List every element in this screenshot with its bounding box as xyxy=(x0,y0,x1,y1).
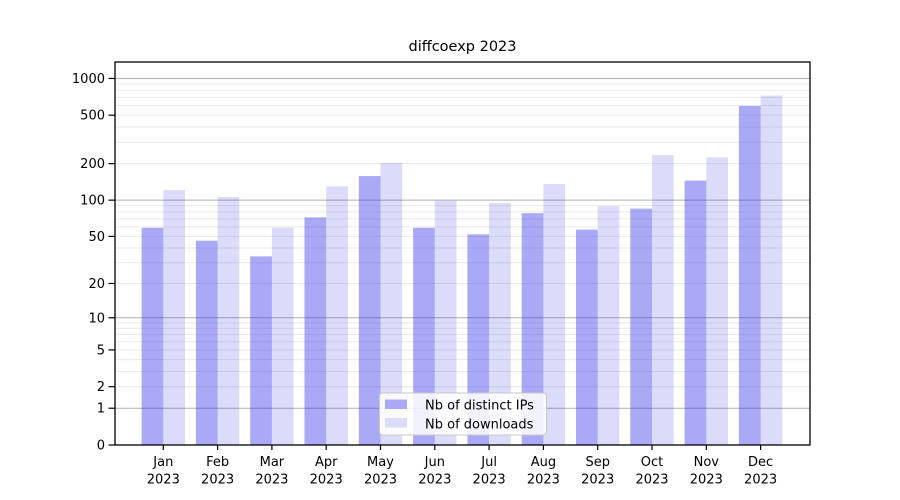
bar-distinct-ips xyxy=(141,227,164,445)
bar-distinct-ips xyxy=(413,227,435,445)
bar-downloads xyxy=(217,197,240,445)
chart-title: diffcoexp 2023 xyxy=(408,39,516,55)
x-tick-label-year: 2023 xyxy=(255,473,288,488)
y-tick-label: 2 xyxy=(97,380,105,395)
bar-downloads xyxy=(271,227,294,445)
bar-downloads xyxy=(597,206,620,445)
bar-downloads xyxy=(326,186,348,446)
bar-downloads xyxy=(489,202,511,445)
y-tick-label: 500 xyxy=(80,109,105,124)
legend-box xyxy=(379,392,547,436)
x-tick-label-year: 2023 xyxy=(364,473,397,488)
x-tick-label-year: 2023 xyxy=(690,473,723,488)
x-tick-label-month: Aug xyxy=(531,455,556,470)
y-tick-label: 20 xyxy=(88,277,105,292)
bar-distinct-ips xyxy=(195,240,218,445)
x-tick-label-month: Sep xyxy=(585,455,610,470)
y-tick-label: 1000 xyxy=(72,72,105,87)
x-tick-label-month: Mar xyxy=(260,455,285,470)
y-tick-label: 1 xyxy=(97,402,105,417)
legend-label-distinct-ips: Nb of distinct IPs xyxy=(425,399,534,414)
bars xyxy=(141,95,783,446)
axis-ticks: 0 1 2 5 10 20 50 100 200 500 1000 Jan 2023 Feb 2023 Mar… xyxy=(72,72,777,488)
bar-distinct-ips xyxy=(630,208,652,445)
x-tick-label-year: 2023 xyxy=(744,473,777,488)
bar-distinct-ips xyxy=(576,229,598,445)
x-tick-label-month: Jun xyxy=(424,455,445,470)
y-tick-label: 100 xyxy=(80,194,105,209)
y-tick-label: 5 xyxy=(97,343,105,358)
plot-frame xyxy=(114,61,811,446)
x-tick-label-year: 2023 xyxy=(147,473,180,488)
axes-frame xyxy=(114,61,811,446)
x-tick-label-year: 2023 xyxy=(310,473,343,488)
legend-label-downloads: Nb of downloads xyxy=(425,418,534,433)
x-tick-label-month: Oct xyxy=(641,455,663,470)
bar-downloads xyxy=(434,200,457,445)
x-tick-label-month: Feb xyxy=(206,455,229,470)
bar-downloads xyxy=(163,190,185,445)
x-tick-label-month: Apr xyxy=(315,455,338,470)
x-tick-label-year: 2023 xyxy=(201,473,234,488)
x-tick-label-year: 2023 xyxy=(635,473,668,488)
x-tick-label-month: Jul xyxy=(480,455,497,470)
x-tick-label-year: 2023 xyxy=(418,473,451,488)
x-tick-label-month: Jan xyxy=(152,455,173,470)
bar-distinct-ips xyxy=(250,256,272,445)
legend-swatch-distinct-ips xyxy=(385,399,407,409)
bar-downloads xyxy=(380,162,403,445)
legend-swatch-downloads xyxy=(385,418,407,428)
bar-distinct-ips xyxy=(304,217,327,445)
bar-distinct-ips xyxy=(467,234,490,445)
y-tick-label: 50 xyxy=(88,230,105,245)
x-tick-label-year: 2023 xyxy=(527,473,560,488)
bar-distinct-ips xyxy=(684,180,707,445)
bar-distinct-ips xyxy=(358,176,381,445)
bar-distinct-ips xyxy=(738,105,761,445)
x-tick-label-year: 2023 xyxy=(473,473,506,488)
x-tick-label-month: Dec xyxy=(748,455,773,470)
y-tick-label: 0 xyxy=(97,439,105,454)
x-tick-label-month: May xyxy=(367,455,394,470)
bar-downloads xyxy=(760,95,783,445)
bar-downloads xyxy=(706,157,728,445)
y-tick-label: 200 xyxy=(80,157,105,172)
x-tick-label-month: Nov xyxy=(694,455,720,470)
legend: Nb of distinct IPs Nb of downloads xyxy=(379,392,547,436)
y-tick-label: 10 xyxy=(88,311,105,326)
bar-downloads xyxy=(543,183,566,445)
bar-distinct-ips xyxy=(521,213,544,445)
bar-downloads xyxy=(652,155,674,445)
x-tick-label-year: 2023 xyxy=(581,473,614,488)
